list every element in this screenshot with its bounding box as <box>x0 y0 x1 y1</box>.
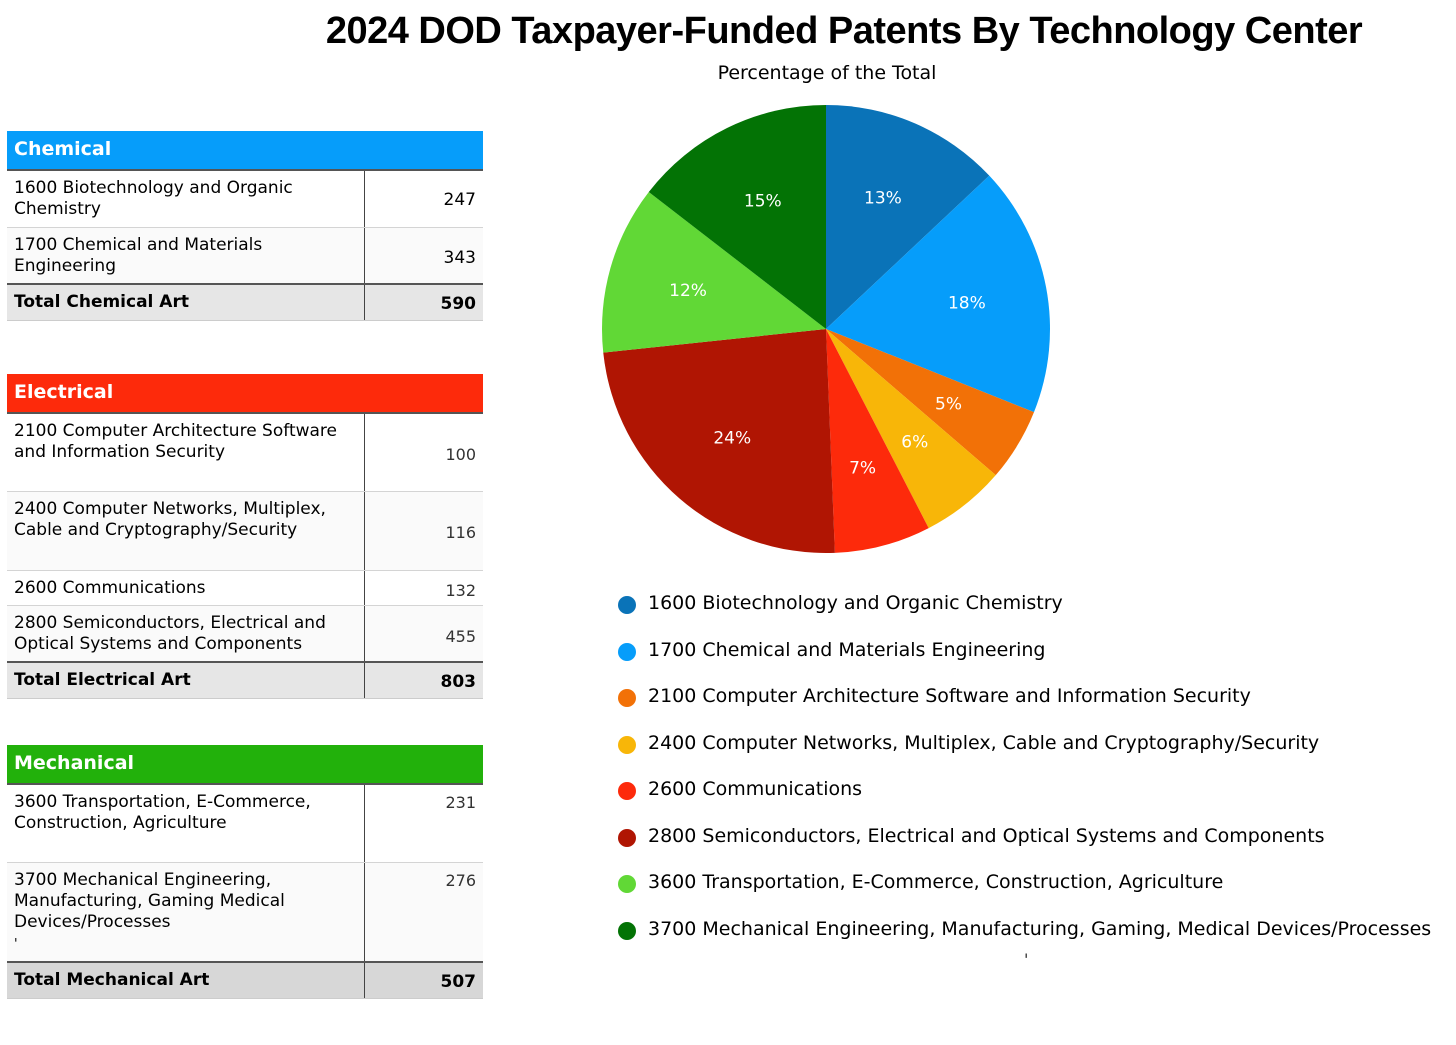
table-row-value: 100 <box>364 413 483 492</box>
legend-label: 3600 Transportation, E-Commerce, Constru… <box>648 871 1224 893</box>
legend-label: 1600 Biotechnology and Organic Chemistry <box>648 592 1063 614</box>
legend-item: 3700 Mechanical Engineering, Manufacturi… <box>612 914 1432 961</box>
legend-swatch <box>618 782 636 800</box>
electrical-table-header: Electrical <box>7 374 483 414</box>
legend-item: 2600 Communications <box>612 774 1432 821</box>
chart-subtitle: Percentage of the Total <box>717 62 937 84</box>
legend-item: 1700 Chemical and Materials Engineering <box>612 635 1432 682</box>
slice-percent-label: 5% <box>935 394 962 414</box>
chemical-table-header: Chemical <box>7 131 483 171</box>
table-row-label: 2800 Semiconductors, Electrical and Opti… <box>7 605 365 663</box>
slice-percent-label: 15% <box>744 191 782 211</box>
table-row-label: 1600 Biotechnology and Organic Chemistry <box>7 170 365 228</box>
table-row-label: 2100 Computer Architecture Software and … <box>7 413 365 492</box>
chemical-total-label: Total Chemical Art <box>7 283 365 321</box>
pie-slice <box>826 329 929 553</box>
legend-label: 1700 Chemical and Materials Engineering <box>648 638 1046 661</box>
mechanical-total-value: 507 <box>364 961 483 999</box>
legend-label: 3700 Mechanical Engineering, Manufacturi… <box>648 917 1432 940</box>
stray-mark: ' <box>14 936 18 952</box>
table-row-value: 455 <box>364 605 483 663</box>
table-row-value: 343 <box>364 227 483 285</box>
table-row-label: 2600 Communications <box>7 570 365 606</box>
pie-slice <box>826 329 996 529</box>
table-row-value: 276 <box>364 862 483 963</box>
pie-slice <box>602 192 826 353</box>
electrical-table: Electrical 2100 Computer Architecture So… <box>7 374 483 699</box>
table-row-value: 231 <box>364 784 483 863</box>
pie-slice <box>826 175 1050 413</box>
table-row-label: 3600 Transportation, E-Commerce, Constru… <box>7 784 365 863</box>
legend-swatch <box>618 596 636 614</box>
chart-legend: 1600 Biotechnology and Organic Chemistry… <box>612 588 1432 960</box>
pie-slice <box>648 104 826 329</box>
legend-item: 2100 Computer Architecture Software and … <box>612 681 1432 728</box>
legend-label: 2600 Communications <box>648 778 863 800</box>
legend-swatch <box>618 689 636 707</box>
slice-percent-label: 18% <box>948 293 986 313</box>
slice-percent-label: 24% <box>713 428 751 448</box>
pie-slice <box>826 329 1034 476</box>
table-row-value: 247 <box>364 170 483 228</box>
table-row-label: 3700 Mechanical Engineering, Manufacturi… <box>7 862 365 963</box>
legend-item: 1600 Biotechnology and Organic Chemistry <box>612 588 1432 635</box>
electrical-total-value: 803 <box>364 661 483 699</box>
table-row-value: 132 <box>364 570 483 606</box>
slice-percent-label: 7% <box>849 459 876 479</box>
slice-percent-label: 6% <box>901 433 928 453</box>
pie-slice <box>826 105 990 329</box>
slice-percent-label: 13% <box>864 188 902 208</box>
legend-label: 2100 Computer Architecture Software and … <box>648 685 1251 707</box>
legend-label: 2800 Semiconductors, Electrical and Opti… <box>648 824 1325 847</box>
chart-title: 2024 DOD Taxpayer-Funded Patents By Tech… <box>325 10 1363 52</box>
slice-percent-label: 12% <box>669 281 707 301</box>
legend-swatch <box>618 642 636 661</box>
table-row-label: 2400 Computer Networks, Multiplex, Cable… <box>7 491 365 571</box>
legend-label: 2400 Computer Networks, Multiplex, Cable… <box>648 731 1320 754</box>
legend-stray-mark: ' <box>1024 950 1029 969</box>
mechanical-table: Mechanical 3600 Transportation, E-Commer… <box>7 745 483 999</box>
legend-swatch <box>618 828 636 847</box>
table-row-value: 116 <box>364 491 483 571</box>
mechanical-total-label: Total Mechanical Art <box>7 961 365 999</box>
table-row-label: 1700 Chemical and Materials Engineering <box>7 227 365 285</box>
pie-slice <box>603 329 835 553</box>
electrical-total-label: Total Electrical Art <box>7 661 365 699</box>
legend-item: 2400 Computer Networks, Multiplex, Cable… <box>612 728 1432 775</box>
legend-item: 2800 Semiconductors, Electrical and Opti… <box>612 821 1432 868</box>
table-row-label-text: 3700 Mechanical Engineering, Manufacturi… <box>14 869 285 932</box>
legend-swatch <box>618 735 636 754</box>
chemical-total-value: 590 <box>364 283 483 321</box>
mechanical-table-header: Mechanical <box>7 745 483 785</box>
chemical-table: Chemical 1600 Biotechnology and Organic … <box>7 131 483 321</box>
legend-item: 3600 Transportation, E-Commerce, Constru… <box>612 867 1432 914</box>
legend-swatch <box>618 921 636 940</box>
legend-swatch <box>618 875 636 893</box>
pie-chart: 13% 18% 5% 6% 7% 24% 12% 15% <box>602 104 1050 553</box>
